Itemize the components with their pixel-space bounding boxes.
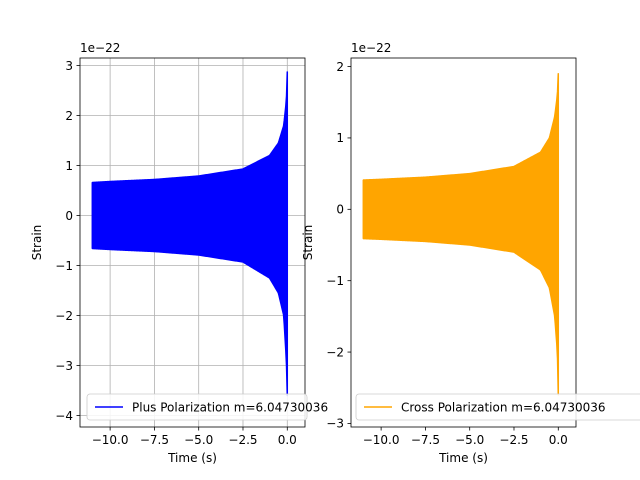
- axes-frame: [350, 57, 577, 428]
- y-tick-label: −4: [55, 409, 73, 423]
- y-tick-label: −3: [326, 417, 344, 431]
- y-tick-label: −2: [326, 345, 344, 359]
- x-tick-label: −5.0: [455, 433, 484, 447]
- legend: Cross Polarization m=6.04730036: [355, 393, 640, 421]
- plus-polarization-panel: −10.0 −7.5 −5.0 −2.5 0.0 −4 −3 −2 −1 0 1 2 3 1e−22 Tim…: [30, 41, 328, 465]
- x-tick-label: −10.0: [92, 433, 129, 447]
- x-tick-label: −10.0: [363, 433, 400, 447]
- y-tick-label: −2: [55, 309, 73, 323]
- y-tick-label: 2: [65, 109, 73, 123]
- legend-box: [86, 393, 308, 421]
- y-tick-label: 0: [65, 209, 73, 223]
- x-tick-label: −7.5: [411, 433, 440, 447]
- y-offset-text: 1e−22: [351, 41, 391, 55]
- axes-frame: [79, 57, 306, 428]
- x-axis-label: Time (s): [167, 451, 217, 465]
- legend-label: Cross Polarization m=6.04730036: [401, 401, 606, 415]
- y-axis-label: Strain: [30, 225, 44, 261]
- y-tick-label: 2: [336, 60, 344, 74]
- y-tick-label: 1: [336, 131, 344, 145]
- x-tick-label: −7.5: [140, 433, 169, 447]
- y-tick-label: 0: [336, 203, 344, 217]
- y-tick-label: −1: [326, 274, 344, 288]
- y-offset-text: 1e−22: [80, 41, 120, 55]
- y-tick-label: −1: [55, 259, 73, 273]
- x-tick-label: 0.0: [549, 433, 568, 447]
- legend-label: Plus Polarization m=6.04730036: [132, 401, 328, 415]
- legend: Plus Polarization m=6.04730036: [86, 393, 328, 421]
- y-axis-label: Strain: [301, 225, 315, 261]
- cross-polarization-panel: −10.0 −7.5 −5.0 −2.5 0.0 −3 −2 −1 0 1 2 1e−22 Time (…: [301, 41, 640, 465]
- x-tick-label: 0.0: [278, 433, 297, 447]
- x-tick-label: −2.5: [499, 433, 528, 447]
- x-tick-label: −5.0: [184, 433, 213, 447]
- legend-box: [355, 393, 640, 421]
- y-tick-label: 3: [65, 59, 73, 73]
- y-tick-label: 1: [65, 159, 73, 173]
- y-tick-label: −3: [55, 359, 73, 373]
- x-tick-label: −2.5: [228, 433, 257, 447]
- x-axis-label: Time (s): [438, 451, 488, 465]
